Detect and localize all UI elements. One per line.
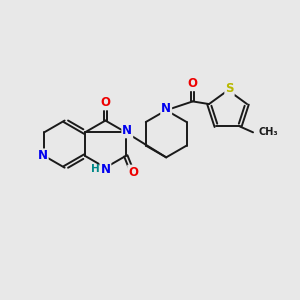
Text: O: O: [188, 77, 198, 90]
Text: N: N: [100, 163, 110, 176]
Text: O: O: [100, 96, 110, 110]
Text: O: O: [128, 166, 138, 178]
Text: N: N: [161, 102, 171, 115]
Text: N: N: [38, 149, 48, 162]
Text: S: S: [225, 82, 234, 95]
Text: N: N: [122, 124, 132, 137]
Text: CH₃: CH₃: [258, 127, 278, 137]
Text: H: H: [91, 164, 100, 174]
